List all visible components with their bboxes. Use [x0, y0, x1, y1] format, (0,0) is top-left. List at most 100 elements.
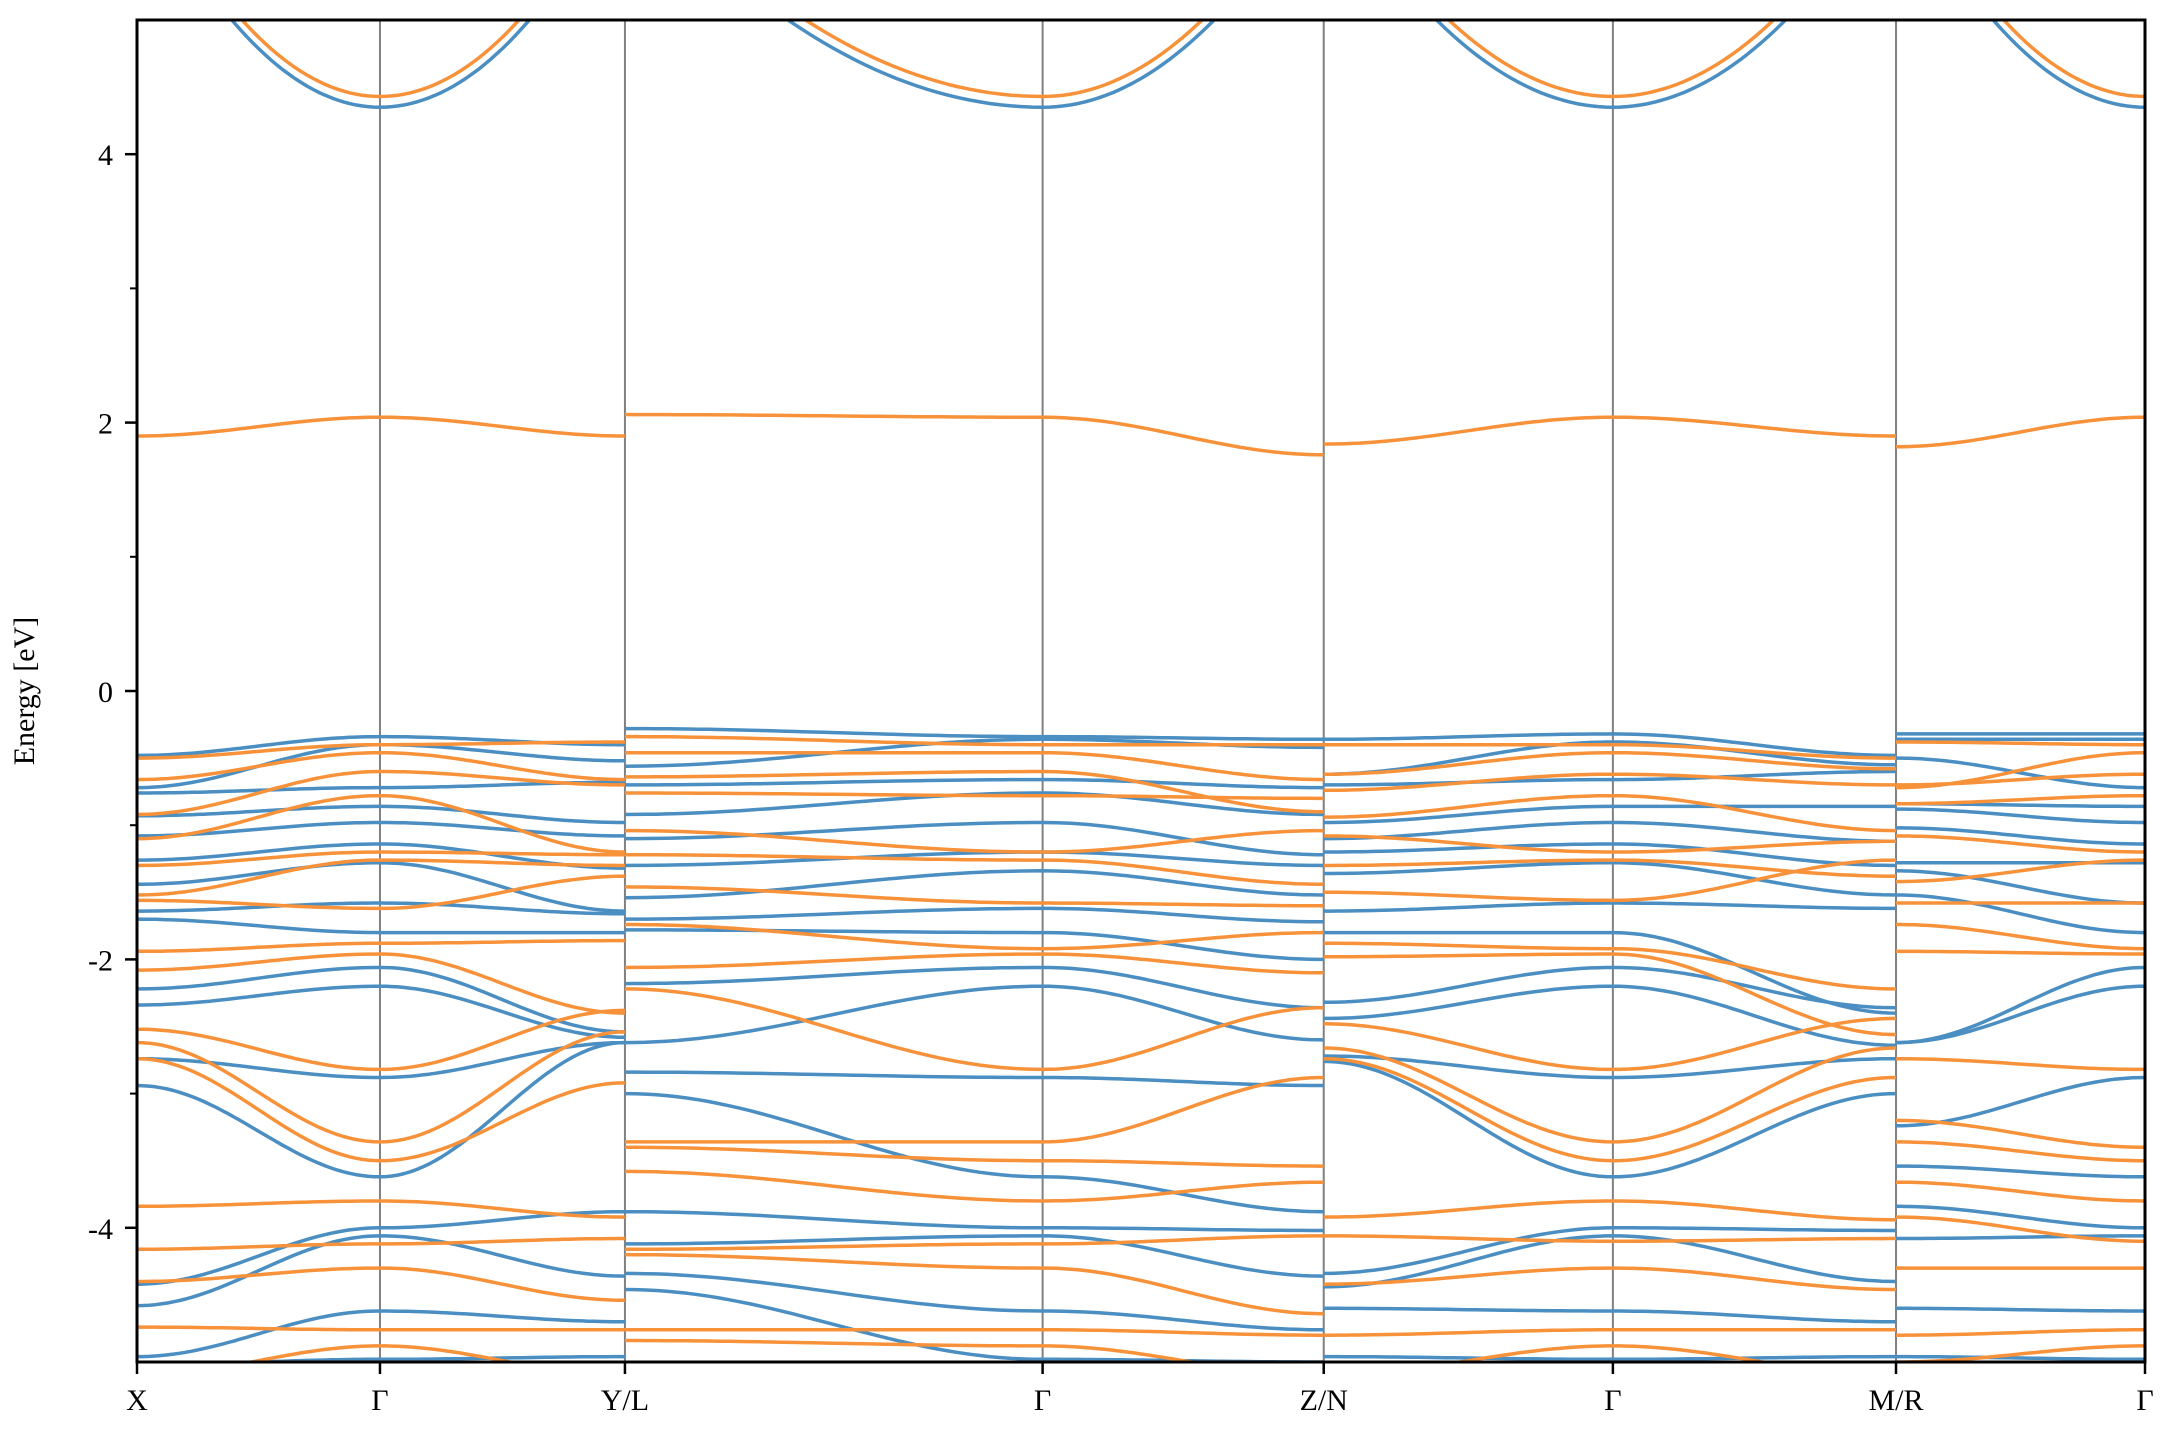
band-line-blue [137, 804, 625, 825]
band-line-orange [137, 793, 625, 854]
band-line-blue [1896, 1164, 2145, 1179]
band-line-blue [1990, 20, 2145, 109]
band-line-blue [1895, 1204, 2145, 1230]
band-line-blue [624, 1091, 1324, 1214]
band-line-orange [137, 858, 625, 897]
band-line-orange [239, 20, 522, 99]
band-line-orange [624, 922, 1324, 951]
band-line-orange [624, 1169, 1324, 1203]
y-axis: -4 -2 0 2 4 [88, 139, 137, 1246]
band-line-orange [624, 1075, 1324, 1144]
band-line-orange [624, 1145, 1324, 1168]
band-line-blue [1896, 893, 2145, 935]
band-line-blue [137, 861, 625, 913]
band-line-orange [624, 828, 1324, 854]
y-tick-label: 4 [98, 139, 113, 172]
band-line-orange [1323, 1328, 1896, 1337]
band-line-orange [624, 852, 1324, 886]
band-line-orange [1323, 772, 1896, 793]
band-line-orange [1323, 1234, 1896, 1243]
band-line-blue [1323, 769, 1896, 787]
band-line-blue [1895, 965, 2145, 1045]
band-line-orange [624, 1252, 1324, 1316]
band-line-orange [137, 769, 625, 817]
band-lines [137, 20, 2145, 1362]
kpoint-label: Z/N [1300, 1384, 1348, 1417]
band-line-orange [624, 1338, 1203, 1362]
band-line-orange [137, 938, 625, 954]
band-line-orange [624, 952, 1324, 975]
band-line-orange [1323, 1046, 1897, 1144]
band-line-orange [624, 750, 1324, 782]
kpoint-label: Γ [1034, 1384, 1051, 1417]
band-line-blue [1323, 1234, 1897, 1289]
band-line-orange [624, 1328, 1324, 1337]
band-line-blue [1323, 901, 1896, 913]
band-line-orange [1895, 858, 2145, 884]
band-line-orange [1895, 834, 2145, 854]
band-line-orange [137, 1030, 625, 1144]
band-line-blue [137, 842, 625, 870]
y-axis-label: Energy [eV] [8, 617, 41, 766]
band-line-blue [137, 1209, 625, 1286]
band-line-orange [137, 1008, 625, 1072]
band-line-blue [137, 1234, 625, 1308]
band-line-blue [1323, 1059, 1897, 1179]
band-line-orange [624, 769, 1324, 814]
band-line-orange [1323, 858, 1897, 903]
band-line-blue [1896, 1234, 2145, 1241]
band-line-orange [137, 1199, 625, 1219]
band-line-blue [624, 869, 1324, 900]
band-line-blue [137, 780, 625, 795]
band-line-orange [242, 1344, 520, 1362]
band-line-orange [1896, 1140, 2145, 1163]
band-line-blue [137, 1040, 625, 1080]
band-line-orange [1323, 941, 1896, 991]
band-line-orange [624, 885, 1324, 908]
band-line-blue [624, 726, 1324, 742]
band-line-orange [137, 750, 625, 782]
band-line-orange [1446, 20, 1777, 99]
band-line-orange [1896, 793, 2145, 806]
band-line-orange [624, 412, 1324, 457]
band-line-blue [1323, 732, 1896, 758]
kpoint-label: X [126, 1384, 148, 1417]
band-line-blue [137, 901, 625, 916]
band-line-orange [137, 415, 625, 438]
band-line-orange [1448, 1344, 1774, 1362]
y-tick-label: 0 [98, 676, 113, 709]
band-line-blue [624, 777, 1324, 790]
band-line-blue [1895, 984, 2145, 1045]
kpoint-label: Γ [1604, 1384, 1621, 1417]
band-line-orange [1323, 793, 1897, 833]
band-line-orange [624, 791, 1324, 801]
band-line-blue [1323, 930, 1897, 1015]
kpoint-label: Γ [371, 1384, 388, 1417]
band-line-blue [229, 20, 532, 109]
band-line-blue [624, 1070, 1324, 1088]
band-line-blue [1895, 1075, 2145, 1128]
band-line-blue [137, 820, 625, 838]
band-line-blue [137, 1040, 625, 1179]
kpoint-label: M/R [1868, 1384, 1923, 1417]
kpoint-label: Γ [2136, 1384, 2153, 1417]
x-axis: X Γ Y/L Γ Z/N Γ M/R Γ [126, 1362, 2154, 1417]
band-line-orange [1323, 1016, 1897, 1072]
band-line-orange [1323, 952, 1897, 1037]
band-line-blue [1896, 1306, 2145, 1313]
band-line-orange [137, 850, 625, 868]
band-line-orange [624, 987, 1324, 1072]
band-line-blue [1895, 869, 2145, 905]
band-line-orange [1895, 1118, 2145, 1150]
band-line-blue [1323, 861, 1897, 897]
band-line-blue [1323, 965, 1897, 1010]
band-line-orange [1896, 922, 2145, 951]
band-line-orange [1323, 1266, 1896, 1292]
band-line-blue [1323, 740, 1896, 776]
band-line-blue [624, 1209, 1324, 1233]
band-line-blue [1896, 826, 2145, 846]
band-line-orange [1896, 1328, 2145, 1337]
band-line-orange [137, 1236, 625, 1252]
y-tick-label: -2 [88, 944, 113, 977]
band-line-orange [2001, 20, 2145, 99]
